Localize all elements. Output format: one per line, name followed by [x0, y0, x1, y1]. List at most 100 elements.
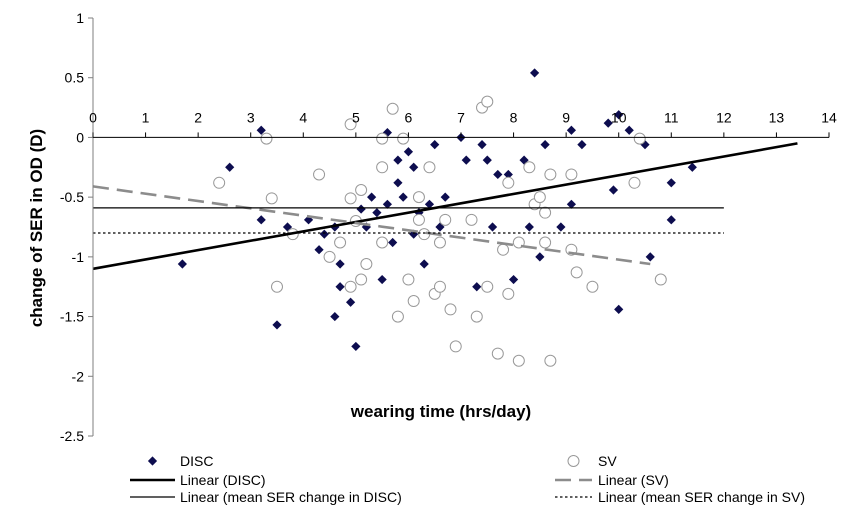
sv-point — [523, 161, 536, 174]
disc-point — [330, 311, 340, 322]
x-tick-label: 2 — [194, 109, 202, 125]
sv-point — [376, 236, 389, 249]
disc-point — [540, 139, 550, 150]
sv-point — [412, 213, 425, 226]
disc-point — [666, 178, 676, 188]
disc-point — [361, 222, 371, 232]
sv-point — [544, 168, 557, 181]
y-axis-title: change of SER in OD (D) — [27, 129, 46, 327]
x-tick-label: 8 — [510, 109, 518, 125]
disc-point — [256, 215, 266, 225]
trendline-linear-disc — [92, 142, 798, 271]
sv-point — [544, 354, 557, 367]
legend-label: Linear (DISC) — [180, 472, 266, 488]
legend-label: Linear (SV) — [598, 472, 669, 488]
sv-point — [376, 132, 389, 145]
disc-point — [577, 139, 587, 150]
legend-label: Linear (mean SER change in DISC) — [180, 489, 402, 505]
sv-point — [386, 102, 399, 115]
disc-point — [624, 125, 634, 135]
sv-point — [633, 132, 646, 145]
disc-point — [419, 259, 429, 269]
x-tick-label: 13 — [769, 109, 785, 125]
sv-point — [491, 347, 504, 360]
disc-point — [603, 118, 613, 128]
disc-point — [430, 139, 440, 150]
disc-point — [314, 245, 324, 255]
disc-point — [493, 169, 503, 180]
x-tick-label: 6 — [405, 109, 413, 125]
disc-point — [377, 274, 387, 285]
sv-point — [628, 176, 641, 189]
sv-point — [470, 310, 483, 323]
sv-point — [481, 280, 494, 293]
disc-point — [272, 320, 282, 330]
disc-point — [177, 259, 187, 269]
sv-point — [433, 236, 446, 249]
disc-point — [535, 252, 545, 262]
disc-point — [477, 139, 487, 150]
disc-point — [461, 155, 471, 165]
disc-point — [608, 185, 619, 195]
sv-point — [271, 280, 283, 293]
sv-point — [565, 168, 578, 181]
sv-point — [344, 192, 357, 205]
trendline-linear-sv — [92, 185, 651, 266]
sv-point — [481, 95, 494, 108]
disc-point — [398, 192, 408, 202]
sv-point — [391, 310, 404, 323]
sv-point — [444, 303, 457, 316]
sv-point — [344, 280, 357, 293]
disc-point — [487, 222, 498, 232]
disc-point — [530, 68, 540, 78]
disc-point — [424, 199, 435, 209]
disc-point — [393, 155, 403, 165]
y-tick-label: -1.5 — [60, 309, 84, 325]
sv-point — [539, 206, 552, 219]
x-tick-label: 9 — [562, 109, 570, 125]
legend-sv-marker — [567, 455, 580, 467]
sv-point — [512, 354, 525, 367]
sv-point — [397, 132, 410, 145]
legend-label: Linear (mean SER change in SV) — [598, 489, 805, 505]
disc-point — [666, 215, 676, 225]
disc-point — [503, 169, 513, 180]
legend-disc-marker — [147, 456, 158, 466]
disc-point — [556, 222, 566, 232]
disc-point — [388, 237, 398, 248]
disc-point — [335, 259, 345, 269]
sv-point — [449, 340, 462, 353]
sv-point — [323, 250, 336, 263]
disc-point — [645, 252, 655, 262]
sv-point — [439, 213, 452, 226]
disc-point — [303, 215, 314, 225]
sv-point — [586, 280, 599, 293]
x-tick-label: 3 — [247, 109, 255, 125]
y-tick-label: -1 — [72, 249, 85, 265]
disc-point — [409, 162, 419, 172]
y-tick-label: 0.5 — [65, 70, 85, 86]
sv-point — [334, 236, 347, 249]
disc-point — [519, 155, 529, 165]
disc-point — [382, 199, 392, 209]
disc-point — [482, 155, 492, 165]
sv-point — [570, 266, 583, 279]
disc-point — [367, 192, 377, 202]
sv-point — [539, 236, 552, 249]
sv-point — [344, 118, 357, 131]
sv-point — [423, 161, 436, 174]
disc-point — [382, 128, 392, 138]
disc-point — [225, 162, 235, 172]
disc-point — [524, 222, 534, 232]
legend-label: DISC — [180, 453, 213, 469]
x-axis-title: wearing time (hrs/day) — [350, 402, 531, 421]
sv-point — [502, 176, 515, 189]
y-tick-label: -0.5 — [60, 189, 84, 205]
disc-point — [319, 229, 329, 239]
x-tick-label: 5 — [352, 109, 360, 125]
disc-point — [440, 192, 450, 202]
x-tick-label: 12 — [716, 109, 732, 125]
disc-point — [346, 297, 356, 307]
sv-point — [313, 168, 326, 181]
